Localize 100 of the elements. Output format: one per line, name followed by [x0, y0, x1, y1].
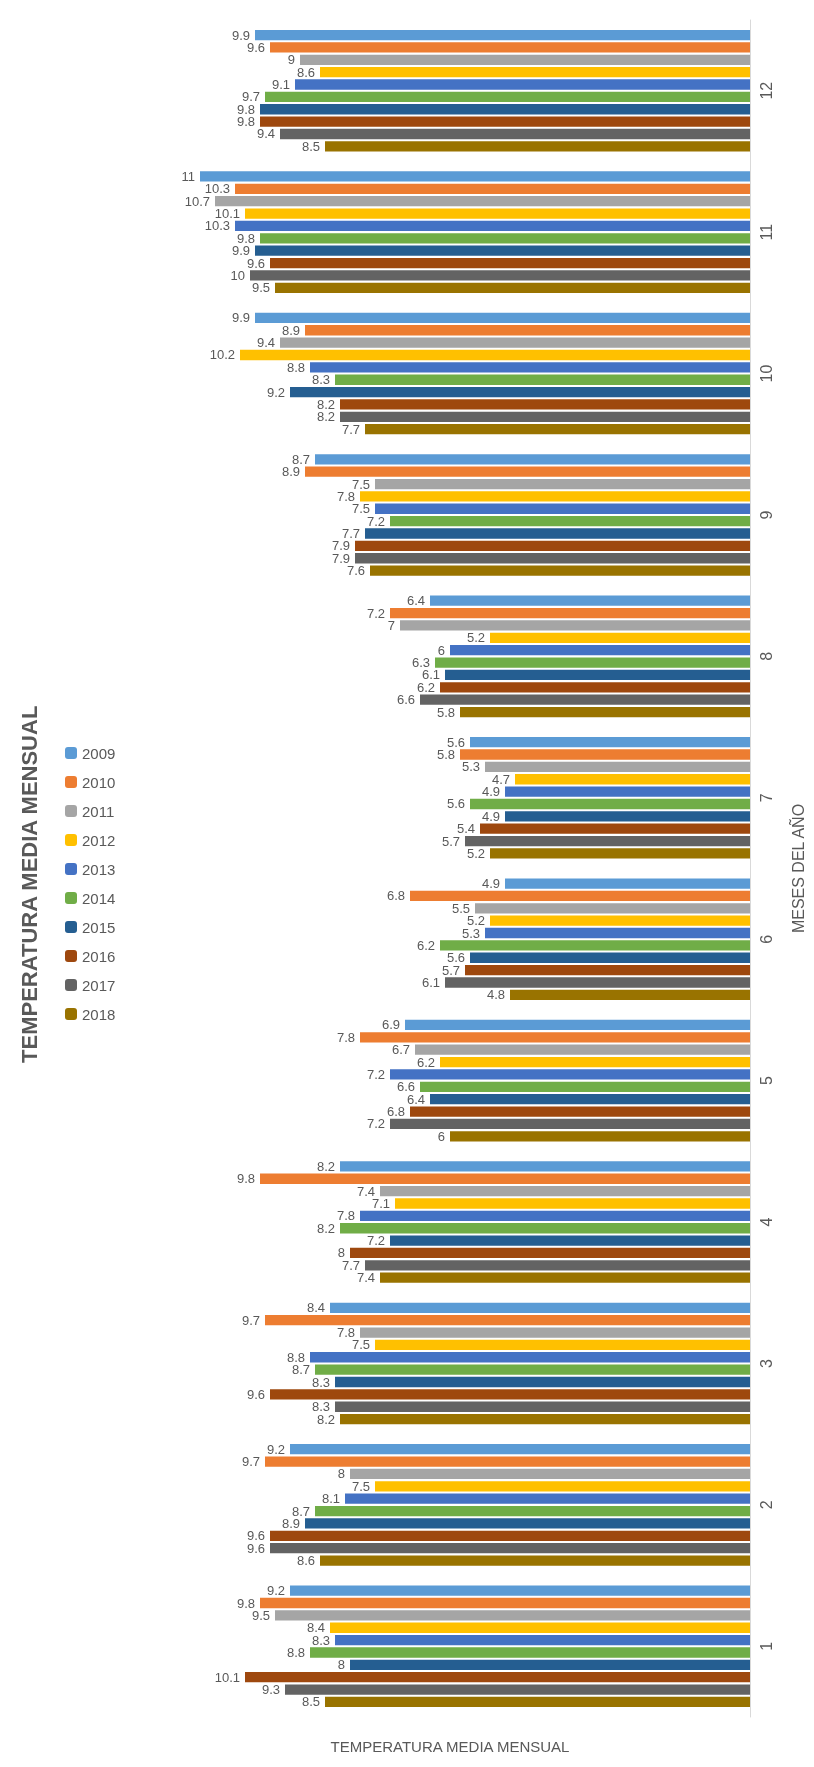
bar — [260, 1173, 750, 1184]
bar — [340, 411, 750, 422]
data-label: 9.2 — [266, 384, 285, 400]
bar — [420, 694, 750, 705]
bar — [335, 1376, 750, 1388]
bar — [435, 657, 750, 668]
data-label: 4.9 — [481, 784, 500, 800]
data-label: 8.5 — [301, 138, 320, 154]
legend-label: 2015 — [82, 918, 116, 936]
bar — [390, 1235, 750, 1246]
bar — [375, 503, 750, 514]
data-label: 9.8 — [236, 1171, 255, 1187]
bar — [265, 1456, 750, 1467]
bar — [460, 706, 750, 718]
data-label: 9 — [287, 52, 295, 68]
bar — [490, 915, 750, 926]
bar — [340, 1223, 750, 1234]
data-label: 8.2 — [316, 1220, 335, 1236]
data-label: 9.7 — [241, 1312, 260, 1328]
bar — [430, 595, 750, 606]
x-axis-title: TEMPERATURA MEDIA MENSUAL — [330, 1738, 570, 1755]
data-label: 6.4 — [406, 593, 425, 609]
data-label: 7.6 — [346, 563, 365, 579]
y-tick-label: 4 — [757, 1217, 775, 1227]
bar — [310, 362, 750, 373]
data-label: 7.2 — [366, 1116, 385, 1132]
bar — [445, 977, 750, 988]
bar — [440, 940, 750, 951]
bar — [315, 1364, 750, 1375]
bar — [280, 128, 750, 140]
legend-label: 2009 — [82, 744, 116, 762]
bar — [255, 245, 750, 256]
data-label: 8.8 — [286, 1644, 305, 1660]
bar — [315, 1505, 750, 1517]
bar — [350, 1468, 750, 1480]
bar — [505, 786, 750, 797]
data-label: 6.7 — [391, 1042, 410, 1058]
data-label: 6.2 — [416, 1054, 435, 1070]
bar — [465, 964, 750, 976]
y-tick-label: 7 — [757, 793, 775, 803]
bar — [365, 1260, 750, 1271]
bar — [490, 848, 750, 859]
bar — [330, 1302, 750, 1313]
bar — [260, 116, 750, 127]
data-label: 6.8 — [386, 888, 405, 904]
bar — [340, 1161, 750, 1172]
bar — [265, 1315, 750, 1326]
bar — [305, 325, 750, 336]
bar — [390, 607, 750, 619]
y-tick-label: 11 — [757, 223, 775, 241]
bar — [285, 1684, 750, 1695]
bar — [375, 478, 750, 490]
bar — [470, 736, 750, 748]
bar — [440, 1056, 750, 1068]
data-label: 8.6 — [296, 64, 315, 80]
data-label: 9.1 — [271, 77, 290, 93]
bar — [395, 1198, 750, 1209]
bar — [275, 1610, 750, 1621]
data-label: 8.8 — [286, 359, 305, 375]
bar — [305, 1518, 750, 1529]
data-label: 9.5 — [251, 280, 270, 296]
data-label: 6.6 — [396, 692, 415, 708]
data-label: 9.6 — [246, 1386, 265, 1402]
bar — [325, 141, 750, 152]
data-label: 10.2 — [209, 347, 235, 363]
bar — [380, 1272, 750, 1283]
bar — [290, 1444, 750, 1455]
bar — [330, 1622, 750, 1633]
data-label: 7 — [387, 617, 395, 633]
data-label: 4.9 — [481, 808, 500, 824]
data-label: 7.5 — [351, 1478, 370, 1494]
legend-label: 2012 — [82, 831, 116, 849]
data-label: 5.2 — [466, 845, 485, 861]
data-label: 9.2 — [266, 1441, 285, 1457]
bar — [270, 42, 750, 53]
data-label: 7.7 — [341, 421, 360, 437]
data-label: 5.3 — [461, 759, 480, 775]
legend-label: 2013 — [82, 860, 116, 878]
data-label: 7.2 — [366, 1066, 385, 1082]
bar — [380, 1185, 750, 1197]
bar — [460, 749, 750, 760]
bar — [270, 1530, 750, 1541]
bar — [305, 466, 750, 477]
bar — [450, 645, 750, 656]
data-label: 8.7 — [291, 1362, 310, 1378]
bar — [355, 553, 750, 564]
data-label: 4.7 — [491, 771, 510, 787]
bar — [260, 233, 750, 244]
bar — [270, 257, 750, 269]
bar — [215, 196, 750, 207]
data-label: 5.2 — [466, 630, 485, 646]
data-label: 8.6 — [296, 1553, 315, 1569]
data-label: 8.3 — [311, 372, 330, 388]
bar — [335, 1634, 750, 1646]
data-label: 9.8 — [236, 114, 255, 130]
bar — [240, 349, 750, 361]
bar — [465, 835, 750, 847]
bar — [350, 1659, 750, 1670]
data-label: 6.8 — [386, 1104, 405, 1120]
bar — [410, 1106, 750, 1117]
